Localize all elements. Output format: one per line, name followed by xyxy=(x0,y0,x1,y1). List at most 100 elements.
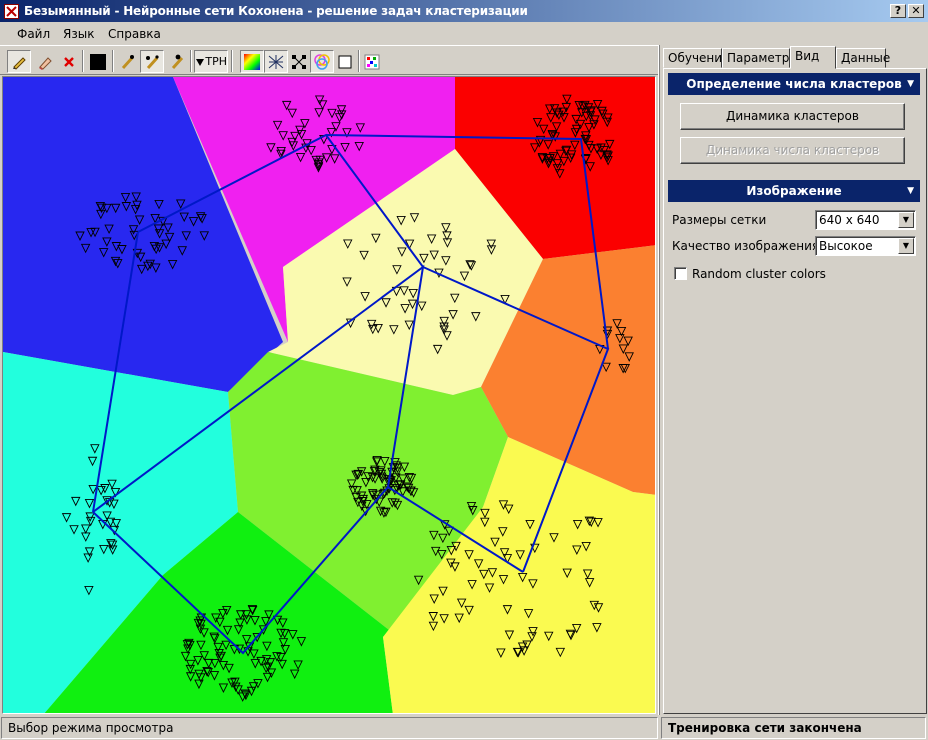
data-point xyxy=(464,605,474,616)
data-point xyxy=(203,667,213,678)
random-colors-checkbox[interactable] xyxy=(674,267,687,280)
data-point xyxy=(456,598,467,609)
data-point xyxy=(336,105,347,115)
data-point xyxy=(369,467,380,477)
data-point xyxy=(439,316,449,327)
blank-square-icon[interactable] xyxy=(333,50,357,73)
data-point xyxy=(465,260,475,270)
data-point xyxy=(261,655,272,665)
data-point xyxy=(546,113,556,123)
data-point xyxy=(158,216,168,227)
data-point xyxy=(80,243,91,254)
tab-training[interactable]: Обучение xyxy=(663,48,729,68)
data-point xyxy=(592,99,603,110)
data-point xyxy=(213,642,223,653)
data-point xyxy=(581,542,591,552)
menu-language[interactable]: Язык xyxy=(63,27,95,41)
tph-button[interactable]: TPH xyxy=(194,50,228,73)
data-point xyxy=(561,146,571,157)
data-point xyxy=(334,113,345,123)
data-point xyxy=(96,209,106,220)
data-point xyxy=(314,108,324,118)
data-point xyxy=(100,484,110,494)
data-point xyxy=(61,513,72,523)
data-point xyxy=(107,479,117,490)
data-point xyxy=(342,277,352,287)
close-button[interactable]: ✕ xyxy=(908,4,924,18)
blend-icon[interactable] xyxy=(310,50,334,73)
data-point xyxy=(196,640,206,651)
data-point xyxy=(296,130,307,140)
data-point xyxy=(175,199,186,209)
data-point xyxy=(276,146,286,157)
dropdown-arrow-icon[interactable]: ▼ xyxy=(898,212,914,228)
data-point xyxy=(121,202,132,212)
random-colors-label[interactable]: Random cluster colors xyxy=(692,267,826,281)
data-point xyxy=(287,108,297,119)
data-point xyxy=(558,107,568,118)
data-point xyxy=(340,142,350,153)
data-point xyxy=(241,635,252,645)
delete-icon[interactable] xyxy=(57,50,81,73)
cluster-region-4 xyxy=(268,149,543,395)
data-point xyxy=(498,527,508,537)
data-point xyxy=(182,640,193,650)
help-button[interactable]: ? xyxy=(890,4,906,18)
tab-parameters[interactable]: Параметры xyxy=(722,48,799,68)
tab-view[interactable]: Вид xyxy=(790,46,836,69)
data-point xyxy=(181,231,191,241)
random-colors-icon[interactable] xyxy=(360,50,384,73)
data-point xyxy=(177,246,188,256)
data-point xyxy=(442,231,452,241)
data-point xyxy=(154,229,165,239)
draw-cluster-icon[interactable] xyxy=(165,50,189,73)
section-cluster-count[interactable]: Определение числа кластеров ▼ xyxy=(668,73,920,95)
draw-series-icon[interactable] xyxy=(140,50,164,73)
data-point xyxy=(399,462,410,473)
data-point xyxy=(113,259,123,269)
data-point xyxy=(276,149,286,160)
data-point xyxy=(242,615,252,625)
cluster-dynamics-button[interactable]: Динамика кластеров xyxy=(680,103,905,130)
color-map-icon[interactable] xyxy=(240,50,264,73)
eraser-icon[interactable] xyxy=(33,50,57,73)
menu-help[interactable]: Справка xyxy=(108,27,161,41)
data-point xyxy=(392,467,403,477)
data-point xyxy=(301,143,311,154)
data-point xyxy=(572,545,582,555)
data-point xyxy=(185,664,195,675)
color-square-icon[interactable] xyxy=(86,50,110,73)
cluster-region-8 xyxy=(44,512,398,713)
data-point xyxy=(346,479,357,489)
data-point xyxy=(218,608,228,619)
data-point xyxy=(231,682,241,693)
data-points xyxy=(61,94,634,702)
data-point xyxy=(535,135,546,146)
menu-file[interactable]: Файл xyxy=(17,27,51,41)
data-point xyxy=(80,524,91,534)
data-point xyxy=(241,690,251,701)
grid-size-select[interactable]: 640 x 640 ▼ xyxy=(815,210,916,230)
data-point xyxy=(404,473,415,483)
data-point xyxy=(154,199,164,210)
data-point xyxy=(199,231,210,241)
data-point xyxy=(380,457,390,467)
tab-data[interactable]: Данные xyxy=(836,48,890,68)
data-point xyxy=(392,500,403,511)
data-point xyxy=(88,484,98,495)
dropdown-arrow-icon[interactable]: ▼ xyxy=(898,238,914,254)
data-point xyxy=(209,671,220,681)
draw-point-icon[interactable] xyxy=(115,50,139,73)
lattice-icon[interactable] xyxy=(264,50,288,73)
kohonen-map-canvas[interactable] xyxy=(2,76,656,714)
cluster-count-dynamics-button[interactable]: Динамика числа кластеров xyxy=(680,137,905,164)
splitter[interactable] xyxy=(658,45,660,715)
data-point xyxy=(399,286,409,296)
data-point xyxy=(326,128,337,138)
section-image[interactable]: Изображение ▼ xyxy=(668,180,920,202)
pencil-icon[interactable] xyxy=(7,50,31,73)
image-quality-select[interactable]: Высокое ▼ xyxy=(815,236,916,256)
cluster-map[interactable] xyxy=(3,77,656,714)
nodes-icon[interactable] xyxy=(287,50,311,73)
data-point xyxy=(442,331,452,341)
